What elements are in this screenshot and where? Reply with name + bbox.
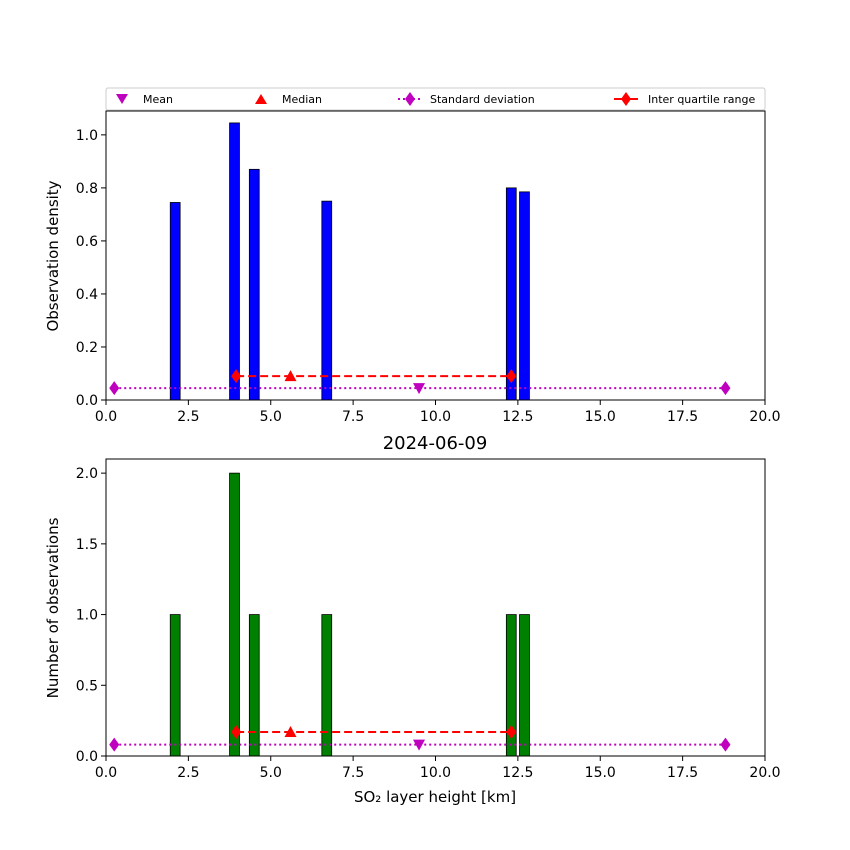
top-stats [109, 369, 731, 396]
top-x-tick-label-0: 0.0 [95, 409, 117, 425]
bottom-y-tick-label-0: 0.0 [76, 749, 98, 765]
bottom-x-tick-label-5: 12.5 [502, 765, 533, 781]
bottom-bars [169, 472, 530, 757]
legend-frame [105, 87, 766, 111]
bottom-bar-3 [321, 614, 333, 757]
top-x-ticks: 0.0 2.5 5.0 7.5 10.0 12.5 15.0 17.5 20.0 [95, 400, 781, 425]
bottom-bar-1 [229, 472, 240, 757]
top-mean-marker [413, 383, 426, 395]
bottom-bar-0 [169, 614, 181, 757]
legend-entry-iqr: Inter quartile range [614, 92, 755, 106]
top-bars [169, 122, 530, 401]
bottom-x-tick-label-7: 17.5 [667, 765, 698, 781]
top-x-tick-label-7: 17.5 [667, 409, 698, 425]
legend-entry-median: Median [255, 93, 322, 106]
top-bar-2 [248, 168, 260, 401]
top-y-tick-label-3: 0.6 [76, 234, 98, 250]
bottom-iqr-marker-1 [506, 724, 517, 739]
top-y-ticks: 0.0 0.2 0.4 0.6 0.8 1.0 [76, 128, 106, 409]
top-y-tick-label-0: 0.0 [76, 393, 98, 409]
top-y-axis-label: Observation density [44, 180, 62, 331]
std-diamond-icon [405, 92, 415, 106]
bottom-x-tick-label-2: 5.0 [260, 765, 282, 781]
bottom-std-marker-0 [109, 737, 120, 752]
bottom-x-tick-label-4: 10.0 [420, 765, 451, 781]
iqr-diamond-icon [621, 92, 631, 106]
top-iqr-marker-0 [231, 369, 242, 384]
top-x-tick-label-8: 20.0 [749, 409, 780, 425]
bottom-y-tick-label-4: 2.0 [76, 466, 98, 482]
top-bar-5 [519, 191, 530, 401]
top-x-tick-label-2: 5.0 [260, 409, 282, 425]
legend-entry-std: Standard deviation [398, 92, 535, 106]
top-x-tick-label-4: 10.0 [420, 409, 451, 425]
top-std-marker-0 [109, 381, 120, 396]
median-marker-icon [255, 94, 267, 104]
top-bar-0 [169, 202, 181, 401]
top-panel: 0.0 2.5 5.0 7.5 10.0 12.5 15.0 17.5 20.0 0.00.20… [44, 110, 781, 425]
legend: Mean Median Standard deviation Inter qua… [105, 87, 766, 111]
top-y-tick-label-4: 0.8 [76, 181, 98, 197]
bottom-x-tick-label-8: 20.0 [749, 765, 780, 781]
bottom-y-axis-label: Number of observations [44, 517, 62, 698]
legend-mean-label: Mean [143, 93, 173, 106]
bottom-y-ticks: 0.0 0.5 1.0 1.5 2.0 [76, 466, 106, 765]
top-x-tick-label-6: 15.0 [585, 409, 616, 425]
top-y-tick-label-1: 0.2 [76, 340, 98, 356]
top-y-tick-label-5: 1.0 [76, 128, 98, 144]
bottom-mean-marker [413, 739, 426, 751]
top-std-marker-1 [720, 381, 731, 396]
bottom-x-tick-label-6: 15.0 [585, 765, 616, 781]
mean-marker-icon [116, 94, 128, 104]
legend-std-label: Standard deviation [430, 93, 535, 106]
bottom-iqr-marker-0 [231, 724, 242, 739]
bottom-y-tick-label-2: 1.0 [76, 608, 98, 624]
bottom-x-axis-label: SO₂ layer height [km] [354, 788, 516, 806]
bottom-std-marker-1 [720, 737, 731, 752]
bottom-stats [109, 724, 731, 752]
legend-iqr-label: Inter quartile range [648, 93, 755, 106]
bottom-bar-2 [248, 614, 260, 757]
top-y-tick-label-2: 0.4 [76, 287, 98, 303]
top-x-tick-label-3: 7.5 [342, 409, 364, 425]
top-x-tick-label-5: 12.5 [502, 409, 533, 425]
bottom-y-tick-label-3: 1.5 [76, 537, 98, 553]
bottom-x-ticks: 0.0 2.5 5.0 7.5 10.0 12.5 15.0 17.5 20.0 [95, 756, 781, 781]
top-median-marker [284, 370, 297, 382]
bottom-panel: 2024-06-09 0.0 2.5 5.0 7.5 10.0 12.5 15.0 17.5 2… [44, 433, 781, 806]
bottom-bar-5 [519, 614, 530, 757]
bottom-median-marker [284, 725, 297, 737]
top-bar-3 [321, 200, 333, 401]
top-x-tick-label-1: 2.5 [177, 409, 199, 425]
bottom-x-tick-label-0: 0.0 [95, 765, 117, 781]
bottom-x-tick-label-1: 2.5 [177, 765, 199, 781]
bottom-x-tick-label-3: 7.5 [342, 765, 364, 781]
legend-entry-mean: Mean [116, 93, 173, 106]
top-iqr-marker-1 [506, 369, 517, 384]
legend-median-label: Median [282, 93, 322, 106]
bottom-chart-title: 2024-06-09 [383, 433, 488, 454]
top-bar-1 [229, 122, 240, 401]
top-bar-4 [505, 187, 517, 401]
bottom-y-tick-label-1: 0.5 [76, 678, 98, 694]
